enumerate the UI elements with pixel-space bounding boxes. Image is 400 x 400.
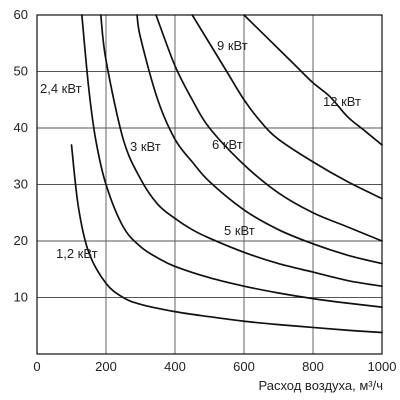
x-tick-label-800: 800 <box>302 359 324 374</box>
x-tick-label-200: 200 <box>95 359 117 374</box>
series-line-6 <box>191 14 383 200</box>
x-tick-label-400: 400 <box>164 359 186 374</box>
frame-layer <box>36 14 383 355</box>
series-label-1: 1,2 кВт <box>56 246 98 261</box>
y-tick-label-10: 10 <box>14 290 28 305</box>
series-label-7: 12 кВт <box>323 94 361 109</box>
x-tick-label-1000: 1000 <box>368 359 397 374</box>
series-layer <box>70 14 383 334</box>
label-layer: 1,2 кВт 2,4 кВт 3 кВт 5 кВт 6 кВт 9 кВт 12 кВт <box>40 38 361 261</box>
series-label-2: 2,4 кВт <box>40 81 82 96</box>
y-tick-label-50: 50 <box>14 64 28 79</box>
x-axis-label: Расход воздуха, м³/ч <box>258 378 383 393</box>
tick-layer: 0 200 400 600 800 1000 10 20 30 40 50 60 <box>14 7 397 374</box>
y-tick-label-40: 40 <box>14 120 28 135</box>
y-tick-label-20: 20 <box>14 233 28 248</box>
series-line-1 <box>70 144 383 334</box>
series-label-5: 6 кВт <box>212 137 243 152</box>
series-line-4 <box>136 14 383 265</box>
plot-frame <box>36 14 383 355</box>
series-line-3 <box>99 14 383 288</box>
series-line-7 <box>243 14 383 146</box>
y-tick-label-60: 60 <box>14 7 28 22</box>
x-tick-label-0: 0 <box>33 359 40 374</box>
series-line-5 <box>155 14 383 242</box>
y-tick-label-30: 30 <box>14 177 28 192</box>
grid-layer <box>37 15 382 354</box>
series-label-4: 5 кВт <box>224 223 255 238</box>
x-tick-label-600: 600 <box>233 359 255 374</box>
series-label-3: 3 кВт <box>130 139 161 154</box>
series-label-6: 9 кВт <box>217 38 248 53</box>
series-line-2 <box>81 14 383 308</box>
